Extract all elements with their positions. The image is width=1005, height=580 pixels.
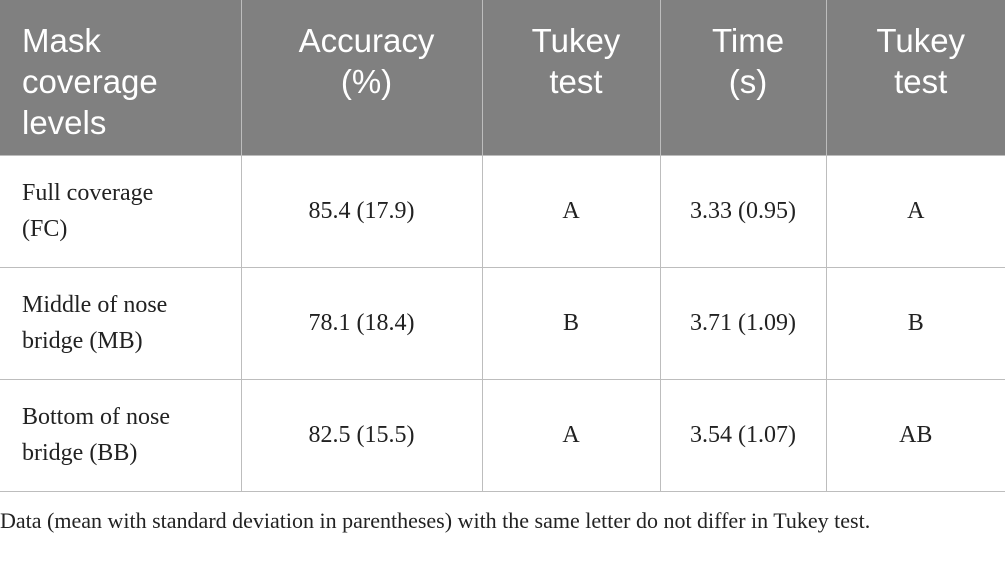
cell-line: levels [22,104,107,141]
cell-line: coverage [22,63,158,100]
table-cell: 82.5 (15.5) [241,378,483,492]
header-cell: Accuracy (%) [241,0,483,155]
cell-line: test [549,63,603,100]
table-body: Full coverage (FC) 85.4 (17.9) A 3.33 (0.95)… [0,154,1005,492]
table-cell: 85.4 (17.9) [241,154,483,268]
footnote: Data (mean with standard deviation in pa… [0,508,871,533]
cell-line: Mask [22,22,101,59]
table-cell: A [482,154,661,268]
table-cell: 3.33 (0.95) [660,154,827,268]
cell-line: Tukey [876,22,966,59]
table-cell: B [826,266,1005,380]
cell-line: Bottom of nose [22,404,170,430]
header-cell: Tukey test [826,0,1005,155]
cell-line: Full coverage [22,180,154,206]
cell-line: bridge (MB) [22,328,143,354]
header-cell: Tukey test [482,0,661,155]
cell-line: (%) [340,63,393,100]
table-cell: Full coverage (FC) [0,154,242,268]
header-cell: Mask coverage levels [0,0,242,155]
cell-line: test [894,63,948,100]
header-cell: Time (s) [660,0,827,155]
table-cell: 3.71 (1.09) [660,266,827,380]
table-cell: 3.54 (1.07) [660,378,827,492]
table-cell: Bottom of nose bridge (BB) [0,378,242,492]
table-row: Full coverage (FC) 85.4 (17.9) A 3.33 (0.95)… [0,154,1005,268]
table-cell: B [482,266,661,380]
cell-line: (s) [728,63,768,100]
table-cell: AB [826,378,1005,492]
table-cell: 78.1 (18.4) [241,266,483,380]
table-cell: A [482,378,661,492]
table-cell: A [826,154,1005,268]
table-cell: Middle of nose bridge (MB) [0,266,242,380]
cell-line: bridge (BB) [22,440,138,466]
header-row: Mask coverage levels Accuracy (%) Tukey test Ti… [0,0,1005,155]
cell-line: (FC) [22,216,68,242]
table-row: Middle of nose bridge (MB) 78.1 (18.4) B 3.7… [0,266,1005,380]
cell-line: Time [711,22,785,59]
data-table: Mask coverage levels Accuracy (%) Tukey test Ti… [0,0,1005,492]
cell-line: Tukey [531,22,621,59]
cell-line: Accuracy [298,22,435,59]
table-row: Bottom of nose bridge (BB) 82.5 (15.5) A 3.5… [0,378,1005,492]
cell-line: Middle of nose [22,292,168,318]
